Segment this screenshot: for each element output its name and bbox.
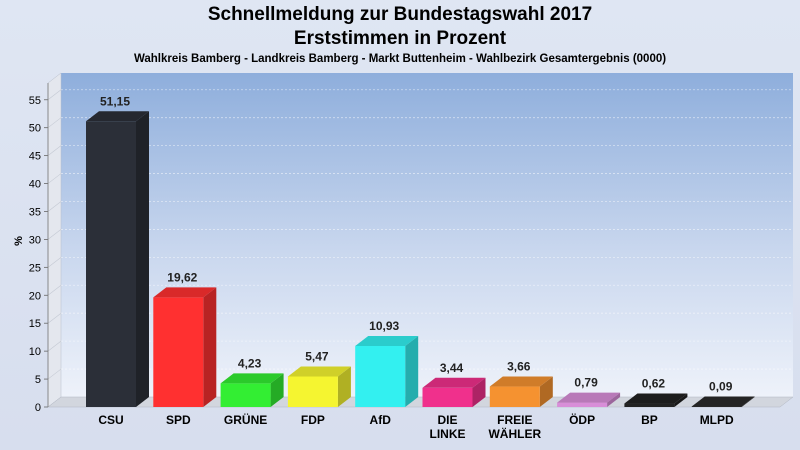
bar-front: [422, 387, 473, 407]
y-tick-label: 20: [29, 290, 41, 302]
bar-bp: [624, 393, 688, 407]
bar-top: [220, 373, 284, 384]
bar-die-linke: [422, 377, 486, 407]
x-tick-label: FDP: [301, 413, 325, 427]
chart-subtitle: Wahlkreis Bamberg - Landkreis Bamberg - …: [133, 53, 667, 65]
x-tick-label: FREIE: [497, 413, 532, 427]
data-label: 0,09: [709, 379, 733, 393]
y-tick-label: 15: [29, 318, 41, 330]
grid-line-side: [47, 89, 62, 100]
bar-side: [539, 376, 553, 407]
y-tick-label: 45: [29, 151, 41, 163]
chart-title-line1: Schnellmeldung zur Bundestagswahl 2017: [207, 4, 593, 25]
bar-side: [270, 373, 284, 407]
bar-top: [422, 377, 486, 388]
bar-front: [287, 376, 338, 407]
x-tick-label: ÖDP: [569, 412, 595, 427]
bar-freie-wähler: [489, 376, 553, 407]
grid-line-side: [47, 201, 62, 212]
data-label: 3,44: [440, 361, 464, 375]
bar-top: [153, 287, 217, 298]
data-label: 5,47: [305, 349, 329, 363]
bar-csu: [86, 111, 149, 408]
data-label: 4,23: [238, 356, 262, 370]
bar-side: [136, 111, 149, 408]
bar-side: [741, 396, 755, 407]
y-tick-label: 10: [29, 346, 41, 358]
grid-line-side: [47, 285, 62, 296]
bar-side: [674, 393, 688, 407]
bar-ödp: [557, 392, 621, 407]
bar-grüne: [220, 373, 284, 407]
bar-front: [557, 402, 608, 407]
bar-front: [691, 406, 742, 407]
bar-front: [489, 386, 540, 407]
x-tick-label: BP: [641, 413, 658, 427]
bar-afd: [355, 335, 419, 407]
y-tick-label: 0: [35, 402, 41, 414]
grid-line-side: [47, 173, 62, 184]
y-tick-label: 55: [29, 95, 41, 107]
bar-front: [153, 297, 204, 407]
grid-line-side: [47, 368, 62, 380]
grid-line-side: [47, 117, 62, 128]
chart-title-line2: Erststimmen in Prozent: [293, 28, 507, 49]
x-tick-label: AfD: [370, 413, 392, 427]
bar-spd: [153, 287, 217, 407]
y-tick-label: 25: [29, 262, 41, 274]
y-tick-label: 40: [29, 179, 41, 191]
bar-side: [337, 366, 351, 407]
data-label: 51,15: [100, 94, 130, 108]
x-tick-label: MLPD: [700, 413, 734, 427]
x-tick-label: LINKE: [430, 427, 466, 441]
bar-top: [355, 335, 419, 346]
grid-line-side: [47, 229, 62, 240]
bar-front: [220, 383, 271, 407]
data-label: 3,66: [507, 360, 531, 374]
grid-line-side: [47, 257, 62, 268]
bar-top: [489, 376, 553, 387]
x-tick-label: WÄHLER: [488, 426, 541, 441]
bar-top: [691, 396, 755, 407]
bar-top: [86, 111, 149, 122]
bar-front: [86, 121, 136, 408]
bar-top: [624, 393, 688, 404]
grid-line-side: [47, 340, 62, 352]
bar-side: [472, 377, 486, 407]
data-label: 10,93: [369, 319, 399, 333]
y-axis-label: %: [13, 236, 25, 246]
x-tick-label: SPD: [166, 413, 191, 427]
x-tick-label: CSU: [98, 413, 123, 427]
bar-top: [287, 366, 351, 377]
y-tick-label: 35: [29, 206, 41, 218]
plot-back-wall: [61, 73, 793, 397]
grid-line-side: [47, 312, 62, 324]
x-tick-label: GRÜNE: [224, 412, 267, 427]
bar-front: [355, 345, 406, 407]
plot-left-wall: [47, 72, 62, 408]
bar-front: [624, 403, 675, 407]
data-label: 0,79: [574, 376, 598, 390]
data-label: 19,62: [167, 270, 197, 284]
bar-side: [405, 335, 419, 407]
y-tick-label: 5: [35, 374, 41, 386]
bar-top: [557, 392, 621, 403]
bar-side: [203, 287, 217, 407]
data-label: 0,62: [642, 377, 666, 391]
bar-mlpd: [691, 396, 755, 407]
x-tick-label: DIE: [437, 413, 457, 427]
y-tick-label: 50: [29, 123, 41, 135]
bar-side: [607, 392, 621, 407]
bar-fdp: [287, 366, 351, 407]
grid-line-side: [47, 145, 62, 156]
y-tick-label: 30: [29, 234, 41, 246]
